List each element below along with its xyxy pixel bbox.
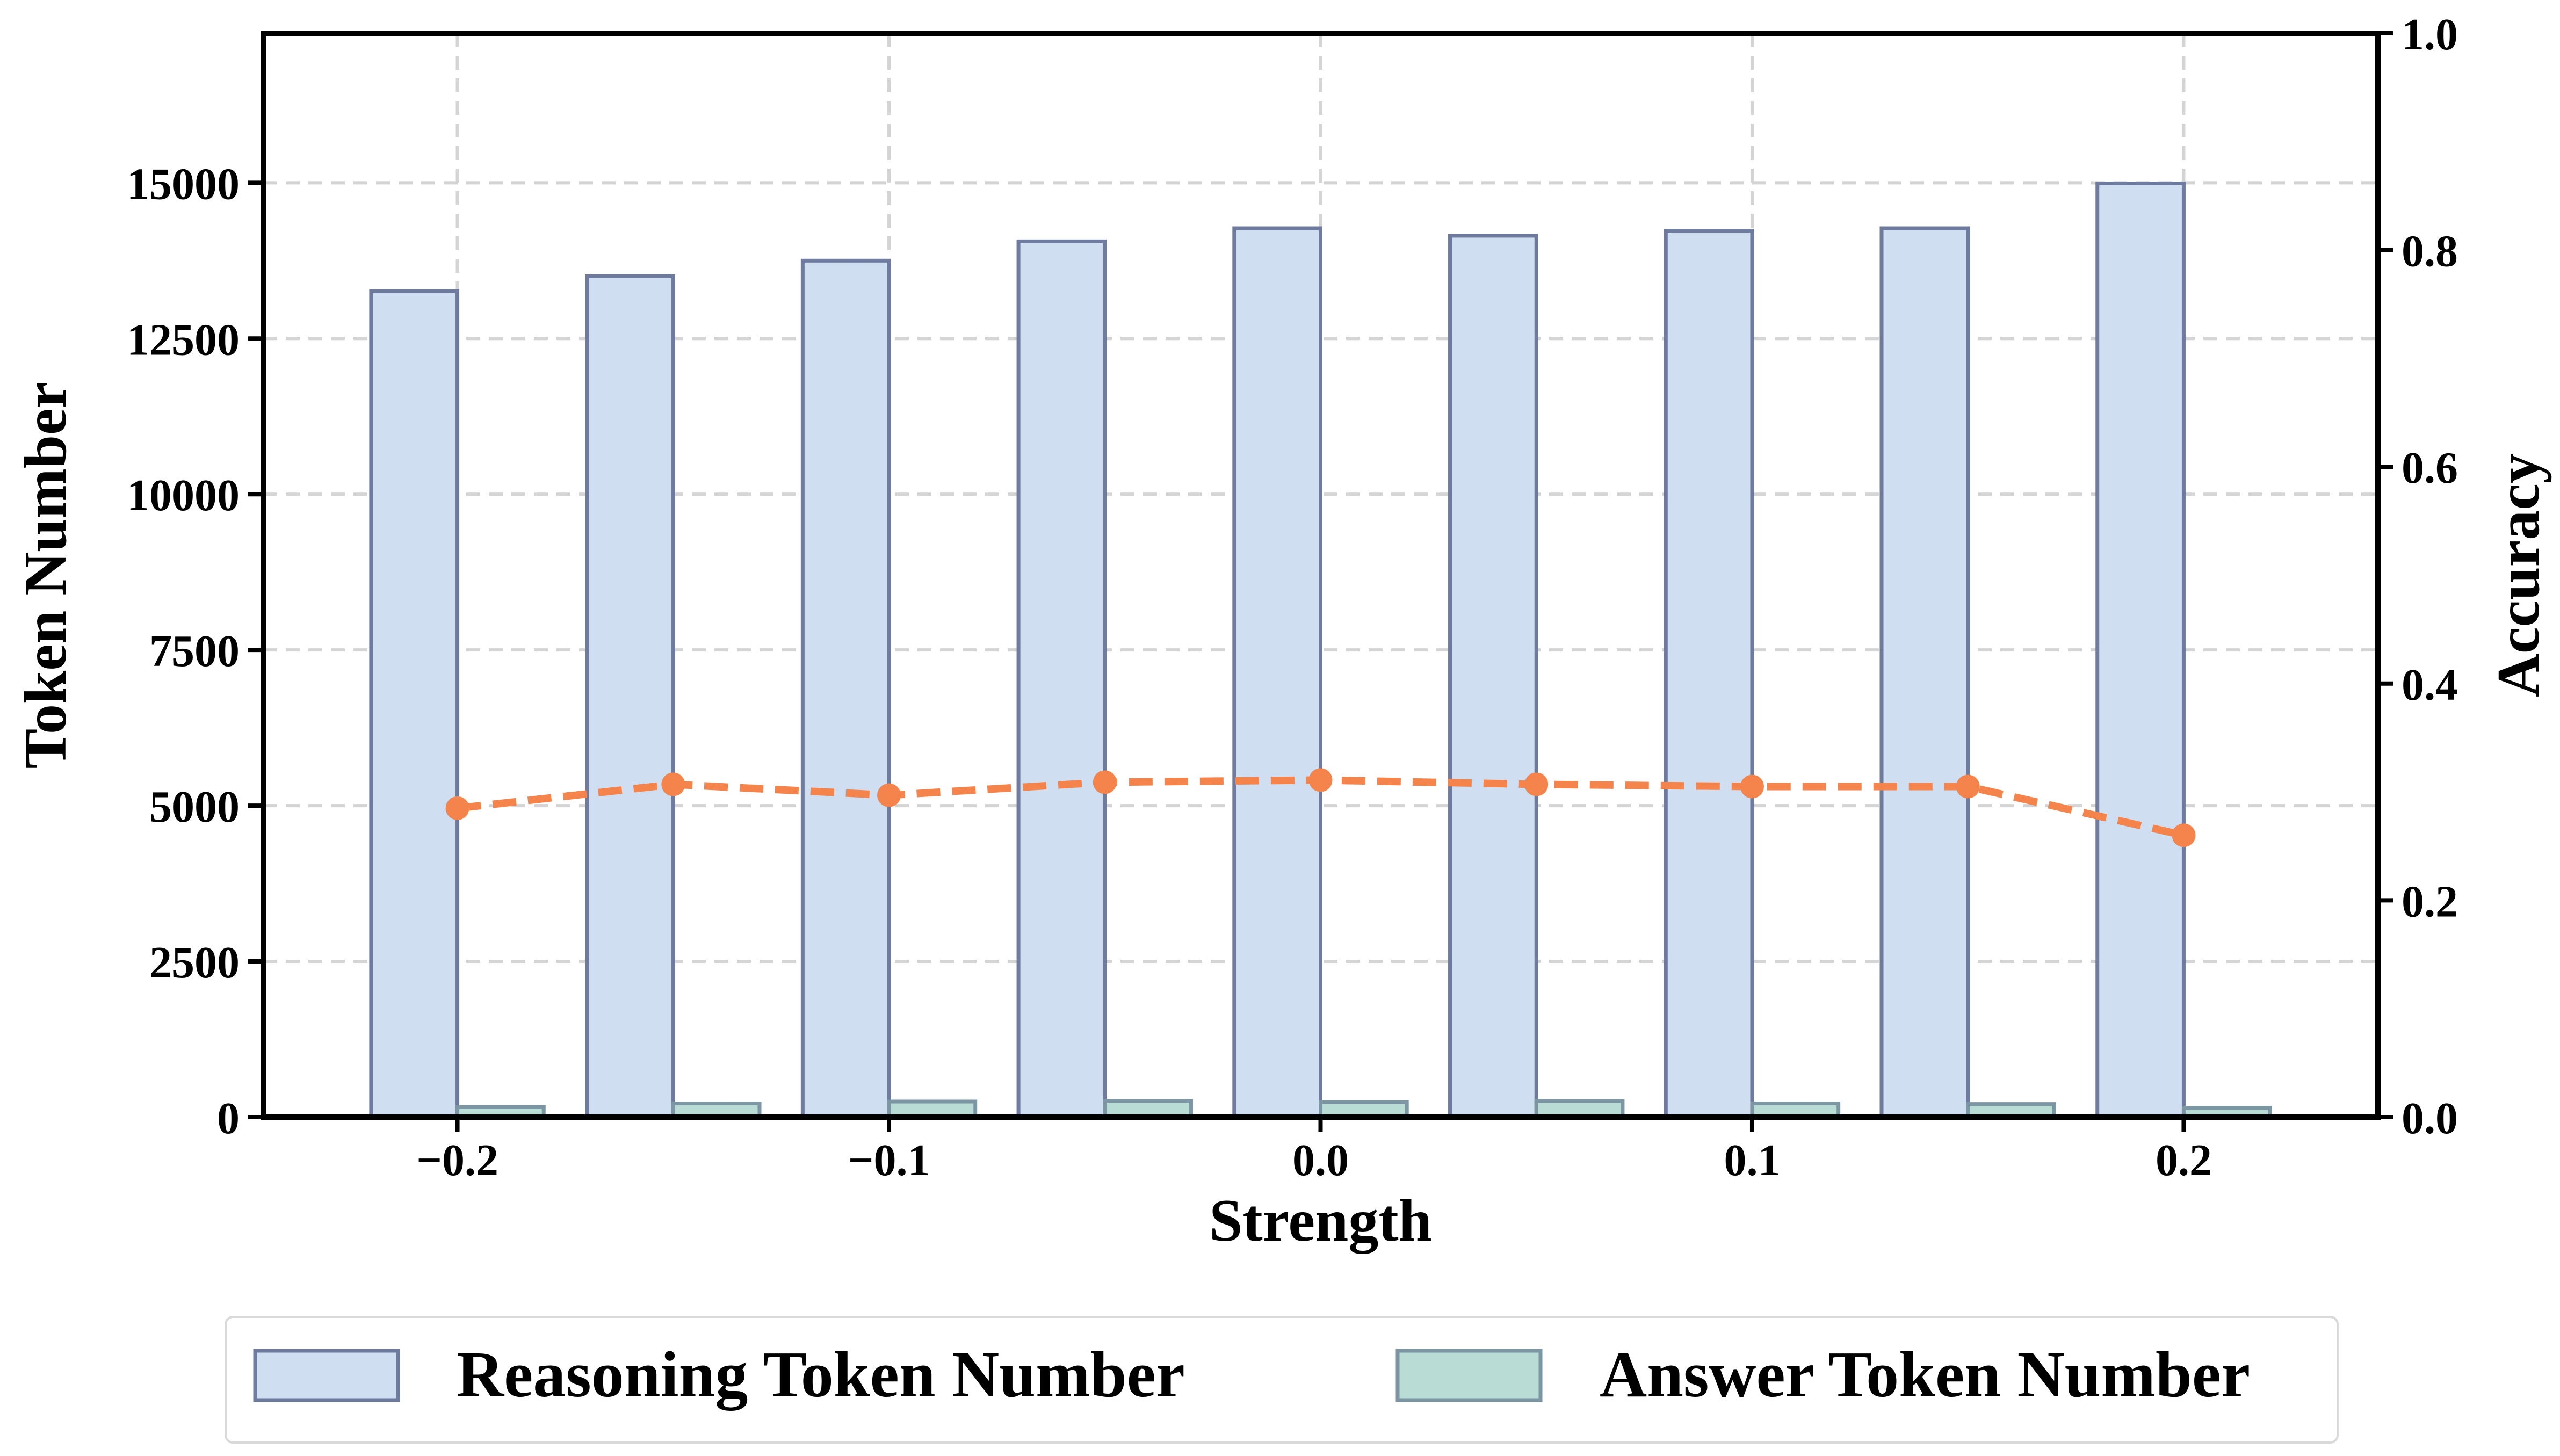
left-y-tick-label: 7500 xyxy=(149,626,240,676)
accuracy-point xyxy=(661,772,685,796)
left-y-tick-label: 2500 xyxy=(149,938,240,988)
left-y-tick-label: 0 xyxy=(217,1093,240,1143)
accuracy-point xyxy=(1093,770,1117,794)
left-y-tick-label: 5000 xyxy=(149,782,240,832)
right-y-tick-label: 0.2 xyxy=(2402,877,2458,926)
legend-swatch-answer xyxy=(1395,1349,1543,1402)
right-y-axis-title: Accuracy xyxy=(2485,453,2552,697)
accuracy-point xyxy=(445,796,469,820)
x-tick-label: 0.0 xyxy=(1292,1135,1349,1185)
right-y-tick-label: 0.8 xyxy=(2402,227,2458,277)
accuracy-point xyxy=(2172,823,2196,847)
x-tick-label: 0.2 xyxy=(2156,1135,2212,1185)
bar-answer xyxy=(1103,1099,1193,1119)
accuracy-point xyxy=(1740,774,1764,799)
bar-reasoning xyxy=(1879,226,1970,1119)
left-y-tick-label: 10000 xyxy=(127,470,240,520)
x-tick-label: −0.2 xyxy=(416,1135,498,1185)
left-y-tick-label: 12500 xyxy=(127,315,240,365)
right-y-tick-label: 0.0 xyxy=(2402,1093,2458,1143)
bar-reasoning xyxy=(585,274,675,1119)
bar-reasoning xyxy=(1232,226,1323,1119)
legend-label-reasoning: Reasoning Token Number xyxy=(457,1338,1185,1411)
right-y-tick-label: 0.6 xyxy=(2402,443,2458,493)
accuracy-point xyxy=(877,783,901,807)
legend: Reasoning Token Number Answer Token Numb… xyxy=(225,1316,2339,1444)
legend-box xyxy=(225,1316,2339,1444)
x-tick-label: −0.1 xyxy=(848,1135,930,1185)
accuracy-point xyxy=(1524,772,1549,796)
right-y-tick-label: 0.4 xyxy=(2402,660,2458,710)
accuracy-point xyxy=(1956,774,1980,799)
left-y-tick-label: 15000 xyxy=(127,159,240,209)
accuracy-point xyxy=(1308,768,1333,792)
legend-label-answer: Answer Token Number xyxy=(1600,1338,2250,1411)
axis-ticks: 0 2500 5000 7500 10000 12500 15000 0.0 0.2 0.4 0.6… xyxy=(127,10,2458,1185)
bar-reasoning xyxy=(2095,182,2186,1119)
bar-reasoning xyxy=(1448,234,1538,1119)
x-tick-label: 0.1 xyxy=(1724,1135,1780,1185)
legend-swatch-reasoning xyxy=(253,1349,400,1402)
bar-reasoning xyxy=(1016,239,1107,1119)
x-axis-title: Strength xyxy=(1209,1187,1432,1254)
bar-reasoning xyxy=(1664,229,1754,1119)
left-y-axis-title: Token Number xyxy=(12,382,79,769)
bar-reasoning xyxy=(800,258,891,1119)
right-y-tick-label: 1.0 xyxy=(2402,10,2458,60)
bar-reasoning xyxy=(369,289,460,1119)
accuracy-line xyxy=(445,768,2196,847)
